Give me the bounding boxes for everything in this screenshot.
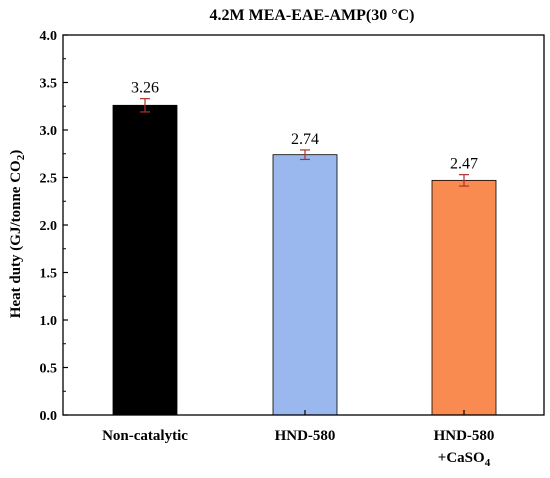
data-label: 2.74 — [291, 131, 319, 148]
bar — [112, 104, 178, 416]
error-bars — [140, 98, 469, 187]
category-label: Non-catalytic — [102, 428, 188, 444]
y-tick-label: 3.5 — [40, 77, 58, 92]
bar — [272, 154, 338, 416]
y-axis-label-sub: 2 — [15, 154, 27, 160]
y-tick-label: 3.0 — [40, 124, 58, 139]
plot-frame — [62, 34, 545, 416]
category-label: HND-580 — [275, 428, 336, 444]
y-tick-label: 2.5 — [40, 172, 58, 187]
bar — [431, 179, 497, 416]
y-tick-label: 4.0 — [40, 29, 58, 44]
y-tick-label: 2.0 — [40, 219, 58, 234]
y-axis-label: Heat duty (GJ/tonne CO2) — [8, 150, 27, 318]
y-tick-label: 0.0 — [40, 409, 58, 424]
category-label-line2-main: +CaSO — [438, 450, 485, 466]
category-label: HND-580 — [434, 428, 495, 444]
data-labels: 3.26 2.74 2.47 — [131, 80, 478, 173]
data-label: 3.26 — [131, 80, 159, 97]
bars — [112, 104, 497, 416]
x-axis-categories: Non-catalytic HND-580 HND-580 +CaSO4 — [102, 410, 494, 469]
category-label-line2: +CaSO4 — [438, 450, 491, 469]
y-tick-label: 1.0 — [40, 314, 58, 329]
y-axis-label-end: ) — [8, 150, 24, 155]
y-tick-label: 0.5 — [40, 362, 58, 377]
y-tick-label: 1.5 — [40, 267, 58, 282]
data-label: 2.47 — [450, 156, 478, 173]
y-axis-label-main: Heat duty (GJ/tonne CO — [8, 160, 24, 318]
chart-title: 4.2M MEA-EAE-AMP(30 °C) — [209, 7, 414, 24]
y-axis-ticks: 0.0 0.5 1.0 1.5 2.0 2.5 3.0 3.5 4.0 — [40, 29, 68, 424]
category-label-line2-sub: 4 — [485, 457, 491, 469]
